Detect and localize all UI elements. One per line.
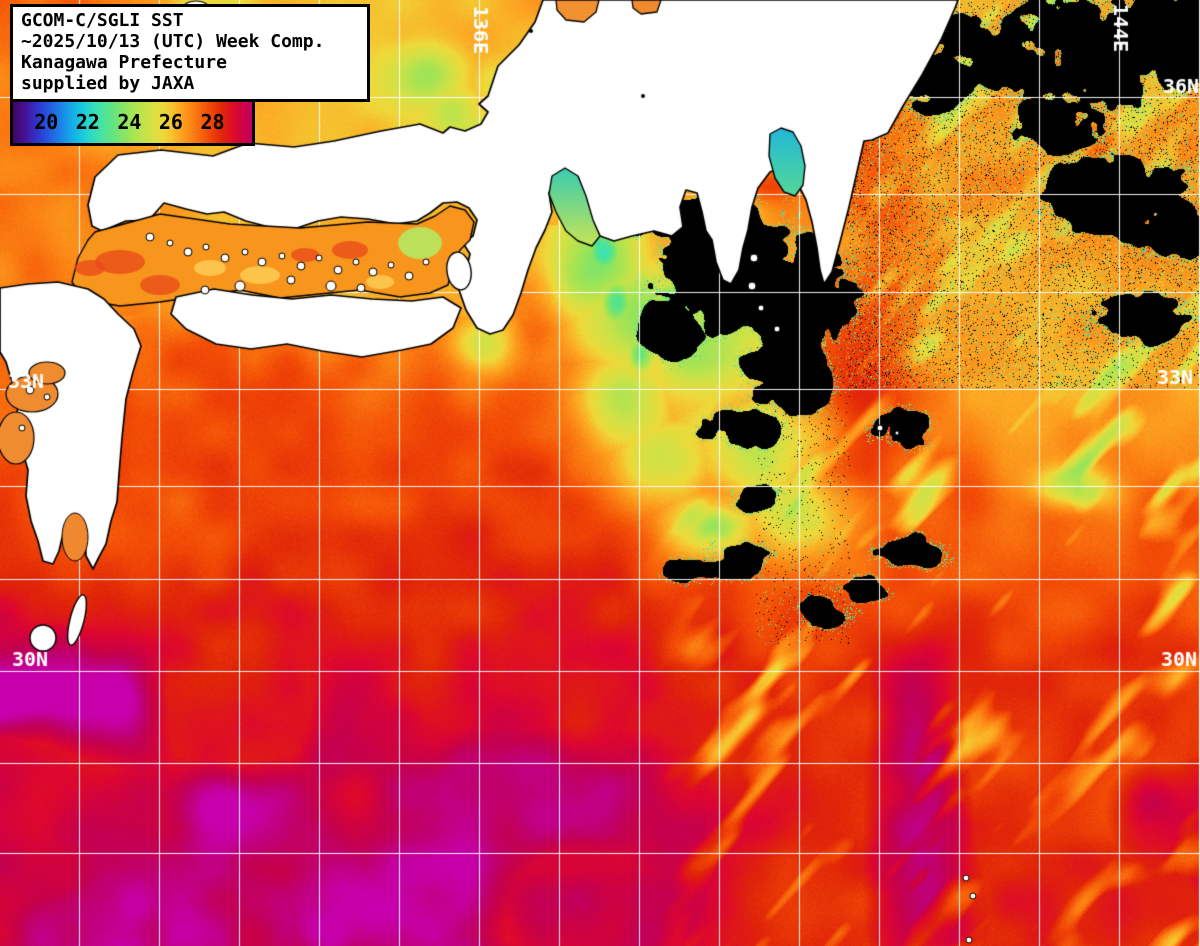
product-date: ~2025/10/13 (UTC) Week Comp.: [21, 31, 325, 52]
colorbar-tick: 28: [200, 109, 225, 134]
title-box: GCOM-C/SGLI SST ~2025/10/13 (UTC) Week C…: [10, 4, 370, 102]
colorbar-tick: 26: [158, 109, 183, 134]
product-region: Kanagawa Prefecture: [21, 52, 227, 73]
colorbar-tick: 20: [34, 109, 59, 134]
colorbar-tick: 22: [75, 109, 100, 134]
product-supplier: supplied by JAXA: [21, 73, 195, 94]
colorbar-tick: 24: [117, 109, 142, 134]
product-title: GCOM-C/SGLI SST: [21, 10, 184, 31]
temperature-colorbar: 20 22 24 26 28: [10, 99, 255, 146]
colorbar-gradient: [13, 102, 252, 143]
